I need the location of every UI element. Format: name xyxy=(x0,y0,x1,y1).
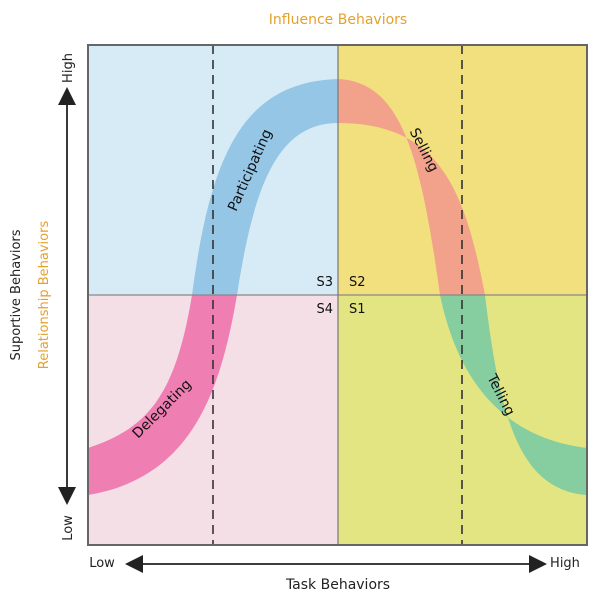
y-axis-high-label: High xyxy=(61,53,76,83)
quadrant-code-s4: S4 xyxy=(316,302,333,317)
quadrant-code-s2: S2 xyxy=(349,275,366,290)
x-axis-high-label: High xyxy=(550,556,580,571)
y-axis-low-label: Low xyxy=(61,515,76,541)
x-axis-low-label: Low xyxy=(89,556,115,571)
x-axis-title: Task Behaviors xyxy=(285,577,390,593)
y-axis-primary-label: Suportive Behaviors xyxy=(9,229,24,360)
influence-behaviors-label: Influence Behaviors xyxy=(269,12,407,28)
plot-border xyxy=(87,44,588,546)
participating-band xyxy=(192,79,338,295)
delegating-band xyxy=(88,295,237,495)
y-axis-secondary-label: Relationship Behaviors xyxy=(37,221,52,370)
telling-band xyxy=(440,295,587,495)
quadrant-code-s1: S1 xyxy=(349,302,366,317)
selling-band xyxy=(338,79,485,295)
quadrant-code-s3: S3 xyxy=(316,275,333,290)
